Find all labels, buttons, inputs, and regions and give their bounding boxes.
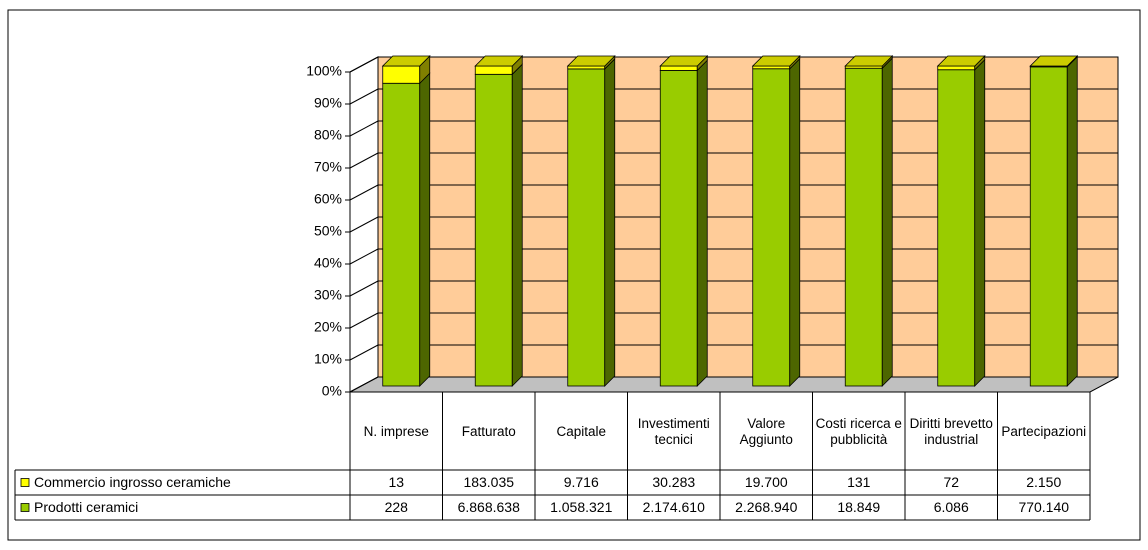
bar-side — [1066, 55, 1078, 387]
y-tick-label: 80% — [314, 127, 342, 143]
data-label: 131 — [847, 474, 871, 490]
bar-top — [659, 55, 709, 67]
data-label: 13 — [388, 474, 404, 490]
data-label: 770.140 — [1018, 499, 1069, 515]
data-label: 6.868.638 — [458, 499, 520, 515]
x-tick-label: Diritti brevetto industrial — [909, 416, 993, 447]
data-label: 183.035 — [463, 474, 514, 490]
grid-line — [349, 376, 379, 393]
bar — [752, 65, 791, 70]
grid-line — [349, 88, 379, 105]
bar-top — [936, 55, 986, 67]
bar — [844, 67, 883, 387]
bar — [382, 65, 421, 84]
bar — [474, 65, 513, 75]
x-tick-label: Capitale — [556, 424, 607, 439]
grid-line — [349, 344, 379, 361]
data-label: 6.086 — [934, 499, 969, 515]
bar-top — [566, 55, 616, 67]
legend-label: Commercio ingrosso ceramiche — [34, 474, 231, 490]
bar — [567, 65, 606, 70]
data-label: 30.283 — [652, 474, 695, 490]
bar — [937, 69, 976, 387]
category-cell: Capitale — [556, 424, 607, 439]
y-tick-label: 60% — [314, 191, 342, 207]
y-tick-label: 30% — [314, 287, 342, 303]
grid-line — [349, 248, 379, 265]
data-label: 1.058.321 — [550, 499, 612, 515]
bar-side — [511, 63, 523, 387]
x-tick-label: Partecipazioni — [1001, 424, 1087, 439]
x-tick-label: Fatturato — [461, 424, 516, 439]
bar-side — [974, 58, 986, 387]
data-label: 228 — [385, 499, 409, 515]
category-cell: Partecipazioni — [1001, 424, 1087, 439]
bar-side — [881, 57, 893, 387]
grid-line — [349, 56, 379, 73]
grid-line — [349, 216, 379, 233]
category-cell: Fatturato — [461, 424, 516, 439]
data-label: 18.849 — [837, 499, 880, 515]
y-tick-label: 50% — [314, 223, 342, 239]
y-tick-label: 10% — [314, 351, 342, 367]
y-tick-label: 90% — [314, 95, 342, 111]
bar-top — [474, 55, 524, 67]
y-tick-label: 40% — [314, 255, 342, 271]
grid-line — [349, 152, 379, 169]
grid-line — [349, 120, 379, 137]
category-cell: N. imprese — [363, 424, 429, 439]
category-cell: Investimenti tecnici — [637, 416, 710, 447]
category-cell: Diritti brevetto industrial — [909, 416, 993, 447]
bar-top — [751, 55, 801, 67]
category-cell: Valore Aggiunto — [739, 416, 793, 447]
grid-line — [349, 184, 379, 201]
grid-line — [349, 280, 379, 297]
x-tick-label: Investimenti tecnici — [637, 416, 710, 447]
bar-top — [381, 55, 431, 67]
bar-side — [604, 57, 616, 387]
data-label: 2.150 — [1026, 474, 1061, 490]
category-cell: Costi ricerca e pubblicità — [815, 416, 902, 447]
bar — [659, 69, 698, 387]
bar — [937, 65, 976, 71]
bar — [567, 68, 606, 387]
grid-line — [349, 312, 379, 329]
bar-side — [696, 59, 708, 387]
bar-side — [789, 57, 801, 387]
y-tick-label: 20% — [314, 319, 342, 335]
bar — [474, 73, 513, 387]
bar-top — [844, 55, 894, 67]
y-tick-label: 100% — [306, 63, 342, 79]
bar-top — [1029, 55, 1079, 67]
legend-swatch — [20, 478, 30, 487]
bar — [752, 68, 791, 387]
data-label: 19.700 — [745, 474, 788, 490]
y-tick-label: 70% — [314, 159, 342, 175]
bar — [1029, 66, 1068, 387]
data-label: 72 — [943, 474, 959, 490]
floor — [349, 376, 1119, 393]
data-label: 9.716 — [564, 474, 599, 490]
legend-label: Prodotti ceramici — [34, 499, 138, 515]
bar — [382, 82, 421, 387]
bar-side — [419, 72, 431, 387]
x-tick-label: Valore Aggiunto — [739, 416, 793, 447]
data-label: 2.268.940 — [735, 499, 797, 515]
legend-swatch — [20, 503, 30, 512]
data-label: 2.174.610 — [643, 499, 705, 515]
y-tick-label: 0% — [322, 383, 342, 399]
x-tick-label: N. imprese — [363, 424, 429, 439]
x-tick-label: Costi ricerca e pubblicità — [815, 416, 902, 447]
bar — [659, 65, 698, 71]
